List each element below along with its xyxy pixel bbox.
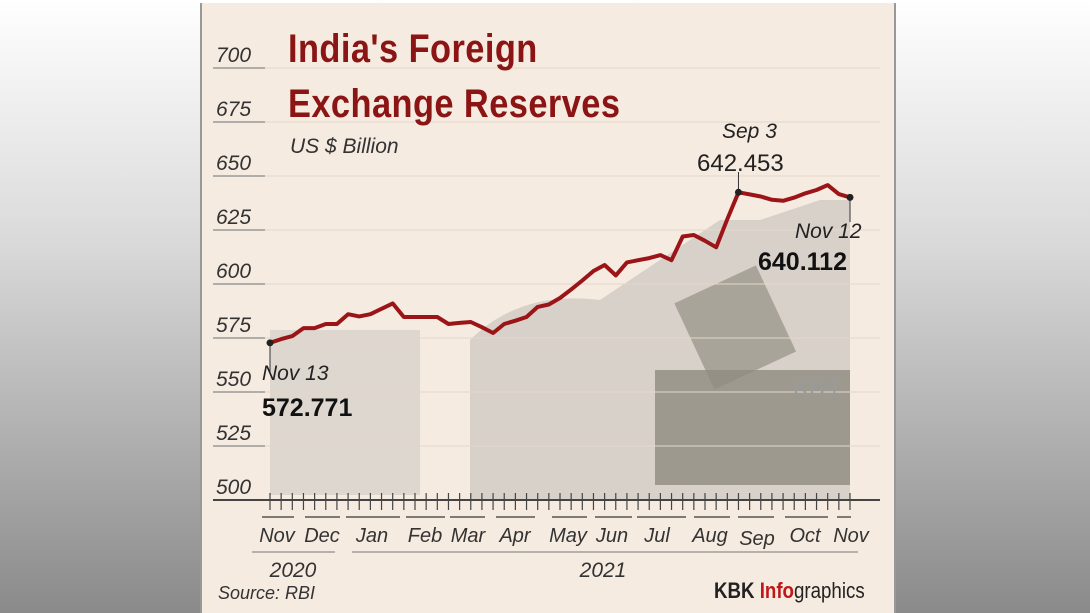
data-point <box>603 263 606 267</box>
chart-subtitle: US $ Billion <box>290 135 399 158</box>
brand-logo: KBK Infographics <box>714 578 865 603</box>
data-point <box>636 259 640 262</box>
data-point <box>469 320 472 324</box>
annotated-point-marker <box>266 339 274 347</box>
data-point <box>569 288 573 291</box>
data-point <box>826 183 829 187</box>
x-month-label: Jul <box>643 525 670 547</box>
annotation-peak-date: Sep 3 <box>722 120 777 143</box>
data-point <box>402 315 406 319</box>
annotation-start-value: 572.771 <box>262 394 353 422</box>
data-point <box>514 319 517 322</box>
annotation-end-value: 640.112 <box>758 248 847 276</box>
data-point <box>346 313 350 316</box>
data-point <box>558 296 562 300</box>
data-point <box>648 256 651 260</box>
annotated-point-marker <box>734 188 742 196</box>
x-year-label: 2021 <box>579 559 627 582</box>
data-point <box>536 305 539 309</box>
data-point <box>291 334 294 338</box>
x-month-label: Apr <box>498 525 531 547</box>
annotated-point-marker <box>846 193 854 201</box>
data-point <box>525 315 528 319</box>
data-point <box>324 322 327 326</box>
data-point <box>659 253 662 257</box>
source-note: Source: RBI <box>218 583 316 603</box>
data-point <box>279 337 283 341</box>
x-month-label: Feb <box>408 525 442 547</box>
x-month-label: May <box>549 525 588 547</box>
x-month-label: Aug <box>691 525 728 547</box>
data-point <box>380 307 383 311</box>
y-tick-label: 600 <box>216 260 251 283</box>
chart-title: India's Foreign Exchange Reserves <box>288 27 621 126</box>
x-month-label: Nov <box>259 525 296 547</box>
data-point <box>815 188 818 192</box>
data-point <box>391 302 394 305</box>
data-point <box>781 199 785 203</box>
data-point <box>458 321 461 325</box>
data-point <box>670 259 673 262</box>
annotation-start-date: Nov 13 <box>262 362 329 385</box>
y-tick-label: 525 <box>216 422 251 445</box>
data-point <box>770 198 774 201</box>
watermark-text: KB4 <box>793 374 839 401</box>
y-tick-label: 575 <box>216 314 251 337</box>
y-tick-label: 550 <box>216 368 251 391</box>
data-point <box>692 233 696 237</box>
annotation-peak-value: 642.453 <box>697 150 784 177</box>
data-point <box>447 322 450 326</box>
x-month-label: Jun <box>595 525 628 547</box>
data-point <box>313 326 316 330</box>
data-point <box>581 279 584 282</box>
data-point <box>703 239 707 242</box>
data-point <box>748 193 751 196</box>
y-tick-label: 700 <box>216 44 251 67</box>
x-year-label: 2020 <box>269 559 317 582</box>
x-month-label: Sep <box>739 528 775 550</box>
data-point <box>436 315 439 319</box>
banknote-illustration <box>270 330 420 495</box>
data-point <box>625 261 629 264</box>
x-month-label: Jan <box>355 525 388 547</box>
data-point <box>681 235 684 238</box>
data-point <box>424 315 428 319</box>
data-point <box>547 303 551 306</box>
x-month-label: Oct <box>789 525 822 547</box>
data-point <box>503 322 506 326</box>
y-tick-label: 650 <box>216 152 251 175</box>
data-point <box>804 192 807 195</box>
money-stack-illustration <box>655 370 850 485</box>
x-month-label: Dec <box>304 525 340 547</box>
data-point <box>335 322 339 326</box>
data-point <box>302 326 305 330</box>
data-point <box>837 192 841 196</box>
annotation-end-date: Nov 12 <box>795 220 862 243</box>
data-point <box>413 315 417 319</box>
data-point <box>592 269 595 273</box>
y-tick-label: 625 <box>216 206 251 229</box>
x-month-label: Nov <box>833 525 870 547</box>
y-tick-label: 500 <box>216 476 251 499</box>
data-point <box>726 218 729 221</box>
data-point <box>759 195 762 198</box>
data-point <box>369 313 372 316</box>
money-roll-illustration <box>674 265 797 390</box>
data-point <box>491 331 495 335</box>
data-point <box>614 274 617 277</box>
x-month-label: Mar <box>451 525 487 547</box>
data-point <box>793 196 796 199</box>
data-point <box>714 246 718 249</box>
data-point <box>358 315 361 318</box>
data-point <box>480 326 484 329</box>
y-tick-label: 675 <box>216 98 251 121</box>
